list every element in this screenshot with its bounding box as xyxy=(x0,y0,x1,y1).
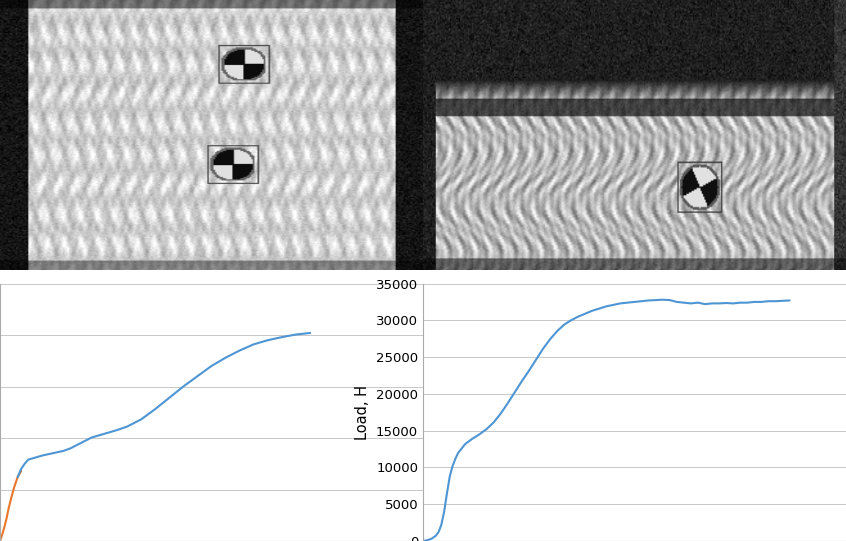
Y-axis label: Load, H: Load, H xyxy=(355,385,371,440)
